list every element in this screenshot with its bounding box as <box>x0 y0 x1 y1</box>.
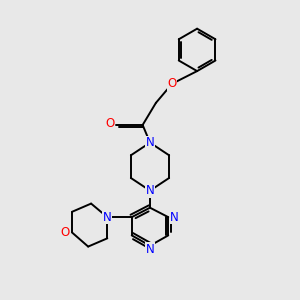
Text: O: O <box>105 117 114 130</box>
Text: O: O <box>167 77 177 90</box>
Text: O: O <box>61 226 70 239</box>
Text: N: N <box>170 211 179 224</box>
Text: N: N <box>103 211 112 224</box>
Text: N: N <box>146 136 154 149</box>
Text: N: N <box>146 184 154 197</box>
Text: N: N <box>146 243 154 256</box>
